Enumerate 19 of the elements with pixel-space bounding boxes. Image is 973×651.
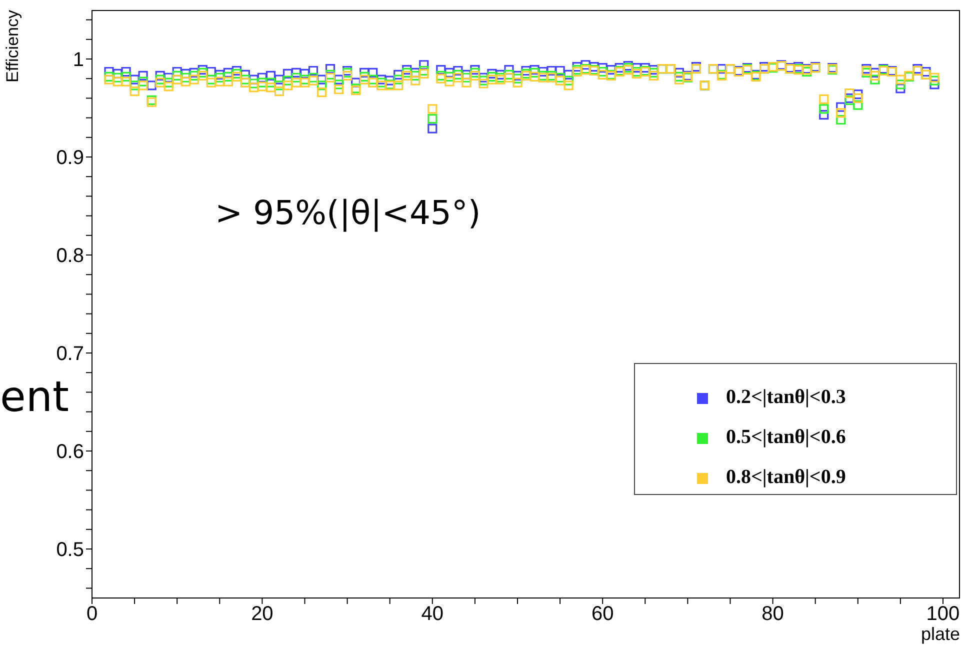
- x-tick-label: 60: [591, 603, 614, 626]
- x-tick-label: 20: [251, 603, 274, 626]
- x-axis-title: plate: [920, 624, 960, 645]
- legend-label: 0.5<|tanθ|<0.6: [726, 426, 846, 448]
- y-axis-title: Efficiency: [3, 10, 23, 82]
- legend-label: 0.8<|tanθ|<0.9: [726, 466, 846, 488]
- y-tick-label: 0.5: [56, 539, 84, 562]
- y-tick-label: 0.9: [56, 147, 84, 170]
- x-tick-label: 100: [926, 603, 960, 626]
- legend-label: 0.2<|tanθ|<0.3: [726, 386, 846, 408]
- y-tick-label: 0.8: [56, 245, 84, 268]
- x-tick-label: 0: [86, 603, 98, 626]
- text: ent: [0, 372, 69, 421]
- x-tick-label: 80: [762, 603, 784, 626]
- y-tick-label: 0.7: [56, 343, 84, 366]
- x-tick-label: 40: [421, 603, 444, 626]
- y-tick-label: 0.6: [56, 441, 84, 464]
- y-tick-label: 1: [72, 49, 84, 72]
- annotation: > 95%(|θ|<45°): [215, 193, 481, 232]
